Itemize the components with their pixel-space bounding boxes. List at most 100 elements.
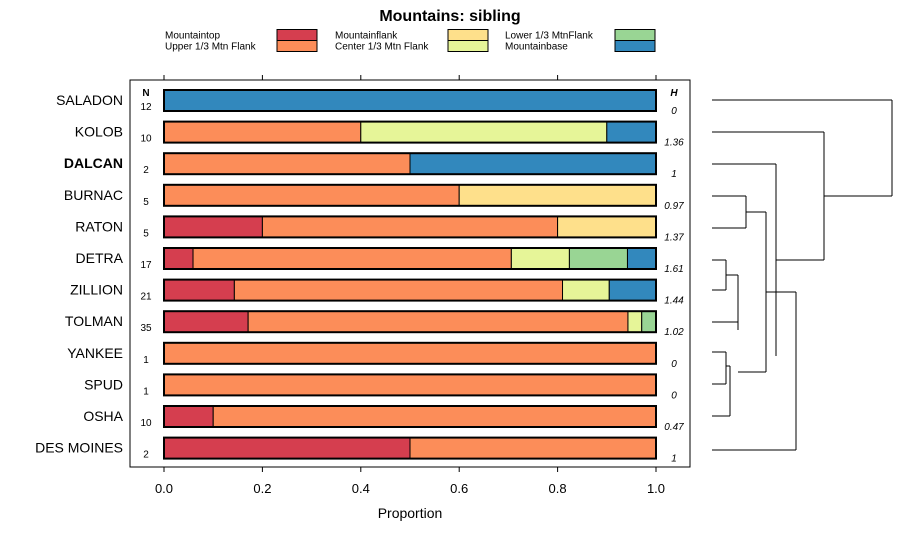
bar-segment bbox=[163, 373, 657, 396]
legend-label: Lower 1/3 MtnFlank bbox=[505, 31, 594, 42]
bar-outline bbox=[163, 436, 657, 460]
bar-segment bbox=[163, 152, 411, 175]
legend-swatch bbox=[614, 40, 656, 52]
row-n: 35 bbox=[140, 323, 152, 334]
plot-frame bbox=[129, 79, 691, 468]
row-h: 0 bbox=[671, 390, 677, 401]
bar-segment bbox=[163, 342, 657, 365]
row-h: 0.47 bbox=[664, 422, 684, 433]
bar-segment bbox=[163, 405, 214, 428]
bar-segment bbox=[360, 121, 608, 144]
bar-segment bbox=[233, 279, 564, 302]
x-axis: 0.0 0.2 0.4 0.6 0.8 1.0 bbox=[129, 75, 691, 496]
row-h: 1.36 bbox=[664, 138, 684, 149]
row-label: RATON bbox=[75, 218, 123, 234]
bar-outline bbox=[163, 152, 657, 176]
legend-label: Mountainflank bbox=[335, 31, 398, 42]
h-header: H bbox=[670, 88, 678, 99]
bar-segment bbox=[626, 247, 657, 270]
bar-segment bbox=[568, 247, 628, 270]
row-h: 1.61 bbox=[664, 264, 683, 275]
bar-segment bbox=[261, 215, 559, 238]
bar-segment bbox=[627, 310, 643, 333]
row-n: 10 bbox=[140, 134, 152, 145]
row-h: 1.37 bbox=[664, 232, 684, 243]
bar-segment bbox=[608, 279, 657, 302]
row-n: 2 bbox=[143, 450, 149, 461]
row-label: BURNAC bbox=[64, 187, 123, 203]
bar-segment bbox=[163, 247, 194, 270]
row-n: 2 bbox=[143, 165, 149, 176]
row-n: 21 bbox=[140, 292, 152, 303]
bar-segment bbox=[163, 279, 235, 302]
bar-segment bbox=[510, 247, 570, 270]
bar-segment bbox=[409, 437, 657, 460]
legend-label: Mountainbase bbox=[505, 42, 568, 53]
row-n: 10 bbox=[140, 418, 152, 429]
legend-swatch bbox=[614, 29, 656, 41]
x-tick-label: 0.0 bbox=[155, 481, 173, 496]
legend-swatch bbox=[276, 40, 318, 52]
bar-outline bbox=[163, 405, 657, 428]
row-h: 1.44 bbox=[664, 296, 684, 307]
bar-segment bbox=[163, 215, 263, 238]
bar-segment bbox=[163, 310, 249, 333]
row-label: SALADON bbox=[56, 92, 123, 108]
bar-segment bbox=[557, 215, 657, 238]
bar-segment bbox=[458, 184, 657, 207]
row-h: 0 bbox=[671, 106, 677, 117]
bar-outline bbox=[163, 247, 657, 270]
row-h: 1 bbox=[671, 454, 677, 465]
row-label: ZILLION bbox=[70, 282, 123, 298]
bar-segment bbox=[163, 437, 411, 460]
row-n: 5 bbox=[143, 197, 149, 208]
row-n: 17 bbox=[140, 260, 152, 271]
row-n: 1 bbox=[143, 355, 149, 366]
row-label: DETRA bbox=[76, 250, 124, 266]
legend-label: Upper 1/3 Mtn Flank bbox=[165, 42, 257, 53]
n-header: N bbox=[142, 88, 149, 99]
x-tick-label: 0.6 bbox=[450, 481, 468, 496]
bar-segment bbox=[641, 310, 657, 333]
bar-segment bbox=[163, 121, 362, 144]
bar-segment bbox=[212, 405, 657, 428]
chart-title: Mountains: sibling bbox=[379, 8, 520, 25]
bar-segment bbox=[247, 310, 629, 333]
row-h: 0 bbox=[671, 359, 677, 370]
bar-segment bbox=[562, 279, 610, 302]
x-tick-label: 0.8 bbox=[549, 481, 567, 496]
bar-outline bbox=[163, 89, 657, 112]
bar-segment bbox=[163, 184, 460, 207]
bar-segment bbox=[163, 89, 657, 112]
row-n: 1 bbox=[143, 386, 149, 397]
x-axis-label: Proportion bbox=[378, 505, 443, 521]
x-tick-label: 0.4 bbox=[352, 481, 370, 496]
row-h: 0.97 bbox=[664, 201, 684, 212]
row-label: DALCAN bbox=[64, 155, 123, 171]
row-h: 1 bbox=[671, 169, 677, 180]
row-n: 12 bbox=[140, 102, 152, 113]
bar-segment bbox=[409, 152, 657, 175]
bar-outline bbox=[163, 215, 657, 239]
bar-outline bbox=[163, 183, 657, 207]
bar-outline bbox=[163, 373, 657, 397]
dendrogram bbox=[712, 99, 893, 451]
row-label: OSHA bbox=[83, 408, 123, 424]
row-label: DES MOINES bbox=[35, 440, 123, 456]
legend-swatch bbox=[276, 29, 318, 41]
bar-segment bbox=[192, 247, 512, 270]
row-label: SPUD bbox=[84, 376, 123, 392]
bar-outline bbox=[163, 310, 657, 334]
bar-outline bbox=[163, 341, 657, 365]
row-label: YANKEE bbox=[67, 345, 123, 361]
x-tick-label: 0.2 bbox=[253, 481, 271, 496]
bar-outline bbox=[163, 120, 657, 144]
legend-swatch bbox=[447, 29, 489, 41]
legend-label: Mountaintop bbox=[165, 31, 220, 42]
legend-label: Center 1/3 Mtn Flank bbox=[335, 42, 429, 53]
row-n: 5 bbox=[143, 228, 149, 239]
legend-swatch bbox=[447, 40, 489, 52]
